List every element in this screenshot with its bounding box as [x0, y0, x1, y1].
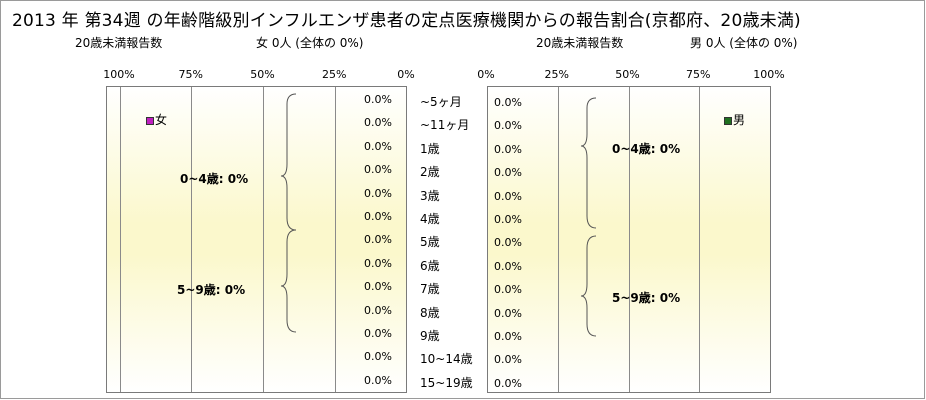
male-value-label: 0.0%: [494, 353, 522, 367]
male-legend: 男: [724, 111, 745, 128]
male-value-label: 0.0%: [494, 259, 522, 273]
female-legend: 女: [146, 111, 167, 128]
female-group-label-0-4: 0~4歳: 0%: [180, 172, 249, 186]
male-legend-swatch: [724, 116, 732, 125]
female-plot-area: [106, 86, 407, 393]
category-label: 4歳: [420, 212, 440, 226]
female-value-label: 0.0%: [364, 327, 392, 340]
male-value-label: 0.0%: [494, 376, 522, 390]
female-value-label: 0.0%: [364, 280, 392, 294]
female-group-label-5-9: 5~9歳: 0%: [177, 283, 246, 297]
male-group-label-5-9: 5~9歳: 0%: [612, 291, 681, 305]
female-value-label: 0.0%: [364, 373, 392, 387]
female-gridline: [263, 87, 264, 392]
female-x-tick: 50%: [250, 68, 275, 81]
female-legend-label: 女: [155, 113, 168, 127]
male-group-label-0-4: 0~4歳: 0%: [612, 142, 681, 156]
male-value-label: 0.0%: [494, 166, 522, 180]
male-group-braces: [580, 97, 597, 337]
male-value-label: 0.0%: [494, 119, 522, 133]
category-label: 8歳: [420, 305, 440, 320]
female-x-tick: 0%: [397, 68, 415, 81]
female-gridline: [120, 87, 121, 392]
female-gridline: [191, 87, 192, 392]
female-value-label: 0.0%: [364, 93, 392, 106]
category-label: ~5ヶ月: [420, 95, 462, 109]
category-label: 5歳: [420, 235, 440, 250]
male-value-label: 0.0%: [494, 96, 522, 109]
female-legend-swatch: [146, 116, 154, 125]
female-value-label: 0.0%: [364, 303, 392, 317]
female-value-label: 0.0%: [364, 139, 392, 153]
female-x-tick: 25%: [322, 68, 347, 81]
female-value-label: 0.0%: [364, 163, 392, 177]
female-x-tick: 75%: [178, 68, 203, 81]
male-legend-label: 男: [733, 113, 746, 127]
category-label: 9歳: [420, 329, 440, 343]
male-value-label: 0.0%: [494, 189, 522, 203]
female-gridline: [335, 87, 336, 392]
category-label: 1歳: [420, 141, 440, 156]
female-value-label: 0.0%: [364, 116, 392, 130]
male-value-label: 0.0%: [494, 330, 522, 343]
male-x-tick: 0%: [477, 68, 495, 81]
female-x-tick: 100%: [103, 68, 135, 81]
female-summary: 女 0人 (全体の 0%): [256, 36, 364, 50]
male-gridline: [699, 87, 700, 392]
male-summary: 男 0人 (全体の 0%): [690, 36, 798, 50]
category-label: 15~19歳: [420, 375, 473, 390]
male-plot-area: [487, 86, 771, 393]
male-value-label: 0.0%: [494, 142, 522, 156]
male-x-tick: 75%: [686, 68, 711, 81]
category-label: 2歳: [420, 165, 440, 180]
male-value-label: 0.0%: [494, 283, 522, 297]
male-gridline: [629, 87, 630, 392]
male-count-label: 20歳未満報告数: [536, 36, 624, 50]
female-value-label: 0.0%: [364, 210, 392, 223]
female-count-label: 20歳未満報告数: [75, 36, 163, 50]
male-value-label: 0.0%: [494, 236, 522, 250]
male-value-label: 0.0%: [494, 213, 522, 226]
male-brace-5-9: [580, 235, 597, 337]
category-label: 3歳: [420, 188, 440, 203]
male-brace-0-4: [580, 97, 597, 229]
female-brace-0-4: [280, 93, 297, 231]
category-label: 10~14歳: [420, 352, 473, 367]
female-value-label: 0.0%: [364, 233, 392, 247]
female-value-label: 0.0%: [364, 350, 392, 364]
male-x-tick: 100%: [753, 68, 785, 81]
female-brace-5-9: [280, 229, 297, 333]
category-label: ~11ヶ月: [420, 118, 470, 133]
female-group-braces: [280, 93, 297, 333]
female-value-label: 0.0%: [364, 256, 392, 270]
male-gridline: [558, 87, 559, 392]
category-label: 7歳: [420, 282, 440, 297]
chart-title: 2013 年 第34週 の年齢階級別インフルエンザ患者の定点医療機関からの報告割…: [12, 11, 801, 31]
male-value-label: 0.0%: [494, 306, 522, 320]
category-label: 6歳: [420, 258, 440, 273]
male-x-tick: 25%: [544, 68, 569, 81]
female-value-label: 0.0%: [364, 186, 392, 200]
male-x-tick: 50%: [615, 68, 640, 81]
